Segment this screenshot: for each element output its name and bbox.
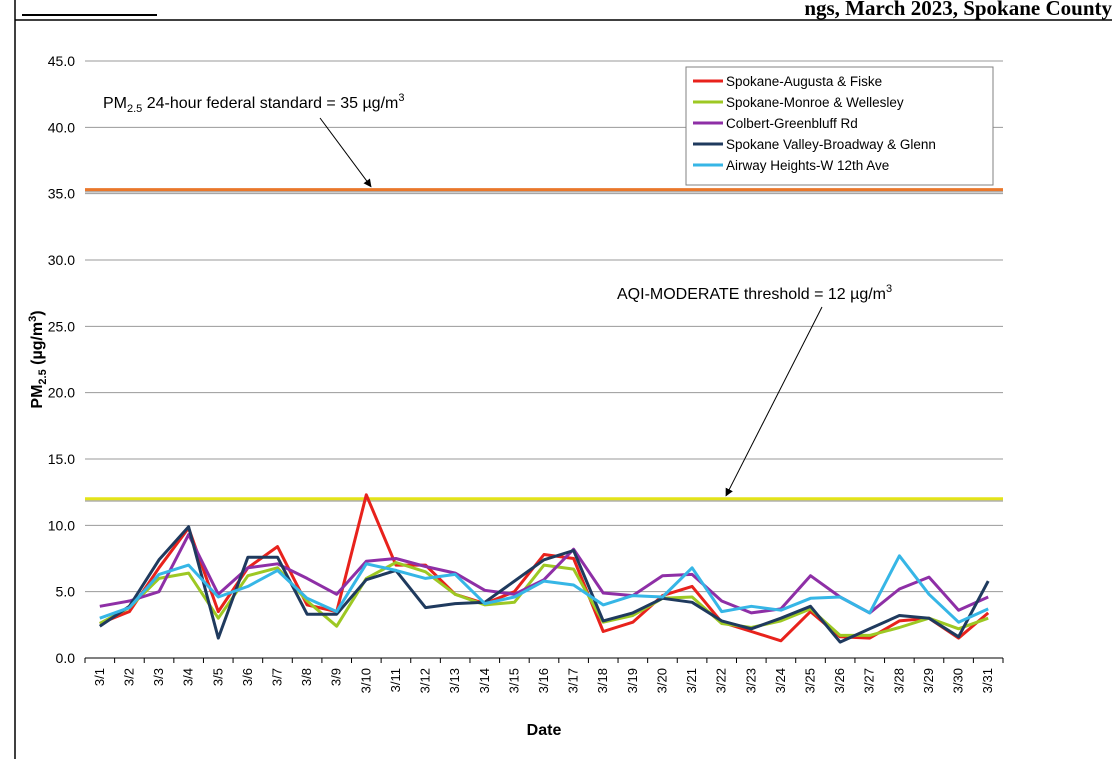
x-tick-label: 3/6: [240, 668, 255, 686]
x-tick-label: 3/27: [862, 668, 877, 693]
x-tick-label: 3/22: [714, 668, 729, 693]
x-tick-label: 3/5: [210, 668, 225, 686]
series-line: [99, 561, 989, 637]
series-line: [98, 525, 990, 644]
annotation-subscript: 2.5: [127, 103, 142, 115]
x-tick-label: 3/25: [803, 668, 818, 693]
x-tick-label: 3/8: [299, 668, 314, 686]
legend-label: Colbert-Greenbluff Rd: [726, 116, 858, 131]
x-tick-label: 3/1: [92, 668, 107, 686]
x-tick-label: 3/21: [684, 668, 699, 693]
legend-label: Spokane-Augusta & Fiske: [726, 74, 882, 89]
y-axis-title-superscript: 3: [27, 316, 39, 322]
x-tick-label: 3/16: [536, 668, 551, 693]
annotation-part1: AQI-MODERATE threshold = 12 µg/m: [617, 286, 886, 303]
x-tick-label: 3/28: [891, 668, 906, 693]
annotation-arrow: [319, 117, 372, 188]
y-tick-labels: 0.0 5.0 10.0 15.0 20.0 25.0 30.0 35.0 40.0 45.0: [48, 53, 75, 666]
x-tick-labels: 3/1 3/2 3/3 3/4 3/5 3/6 3/7 3/8 3/9 3/10 3/11 3/12 3…: [92, 668, 995, 693]
annotation-superscript: 3: [398, 92, 404, 104]
legend-label: Airway Heights-W 12th Ave: [726, 158, 889, 173]
x-tick-label: 3/7: [269, 668, 284, 686]
y-axis-title-part3: ): [29, 310, 46, 315]
x-tick-label: 3/2: [121, 668, 136, 686]
legend: Spokane-Augusta & Fiske Spokane-Monroe & …: [685, 66, 994, 186]
series-line: [99, 493, 990, 643]
reference-lines: [85, 188, 1003, 502]
x-tick-label: 3/24: [773, 668, 788, 693]
y-tick-label: 25.0: [48, 318, 75, 334]
x-tick-label: 3/11: [388, 668, 403, 692]
x-tick-label: 3/13: [447, 668, 462, 693]
x-tick-label: 3/15: [506, 668, 521, 693]
annotation-part1: PM: [103, 95, 127, 112]
x-tick-label: 3/29: [921, 668, 936, 693]
legend-label: Spokane Valley-Broadway & Glenn: [726, 137, 936, 152]
header-title: ngs, March 2023, Spokane County: [804, 0, 1112, 20]
x-tick-label: 3/12: [418, 668, 433, 693]
x-tick-label: 3/9: [329, 668, 344, 686]
x-tick-label: 3/26: [832, 668, 847, 693]
header-background: [15, 0, 1112, 20]
x-tick-label: 3/20: [654, 668, 669, 693]
x-axis-title: Date: [527, 722, 562, 739]
y-tick-label: 20.0: [48, 385, 75, 401]
y-tick-label: 10.0: [48, 517, 75, 533]
y-axis-title-part1: PM: [29, 385, 46, 409]
y-tick-label: 35.0: [48, 186, 75, 202]
x-tick-label: 3/19: [625, 668, 640, 693]
x-tick-label: 3/3: [151, 668, 166, 686]
series-lines: [98, 493, 990, 644]
x-tick-label: 3/23: [743, 668, 758, 693]
page-header: ngs, March 2023, Spokane County: [15, 0, 1112, 20]
y-tick-label: 40.0: [48, 119, 75, 135]
y-tick-label: 15.0: [48, 451, 75, 467]
x-tick-label: 3/14: [477, 668, 492, 693]
annotation-arrows: [319, 117, 823, 497]
y-tick-label: 0.0: [56, 650, 76, 666]
legend-label: Spokane-Monroe & Wellesley: [726, 95, 904, 110]
x-tick-label: 3/30: [951, 668, 966, 693]
y-axis-title: PM2.5 (µg/m3): [27, 310, 49, 408]
federal-standard-annotation: PM2.5 24-hour federal standard = 35 µg/m…: [103, 92, 404, 115]
y-tick-label: 30.0: [48, 252, 75, 268]
y-tick-label: 45.0: [48, 53, 75, 69]
annotation-superscript: 3: [886, 283, 892, 295]
aqi-moderate-annotation: AQI-MODERATE threshold = 12 µg/m3: [617, 283, 892, 303]
series-line: [99, 554, 989, 624]
annotation-arrow: [725, 306, 823, 497]
y-axis-title-part2: (µg/m: [29, 322, 46, 369]
annotation-part2: 24-hour federal standard = 35 µg/m: [142, 95, 398, 112]
x-tick-label: 3/17: [566, 668, 581, 693]
y-axis-title-subscript: 2.5: [37, 369, 49, 384]
x-tick-label: 3/31: [980, 668, 995, 693]
y-tick-label: 5.0: [56, 584, 76, 600]
x-tick-label: 3/4: [181, 668, 196, 686]
x-tick-label: 3/10: [358, 668, 373, 693]
x-tick-label: 3/18: [595, 668, 610, 693]
legend-box: [685, 66, 994, 186]
